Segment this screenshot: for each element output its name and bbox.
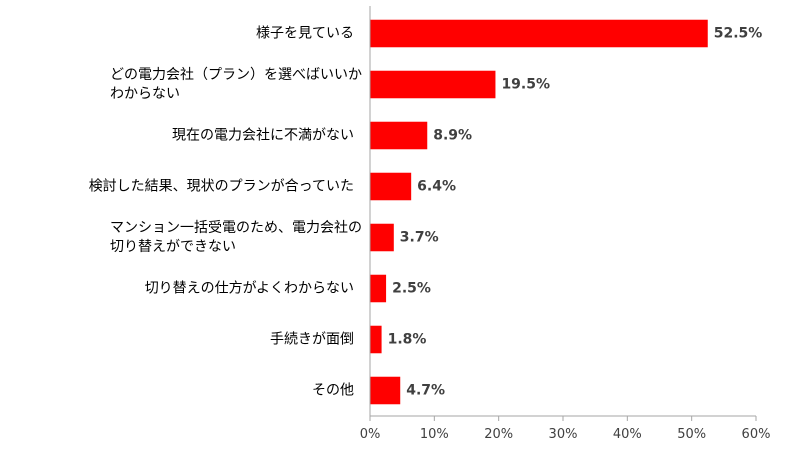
bar-7 [370, 325, 382, 354]
category-label-1: 様子を見ている [256, 26, 354, 42]
category-label-5-line-1: マンション一括受電のため、電力会社の [110, 220, 362, 236]
bar-8 [370, 376, 401, 405]
labels-layer: 52.5% 様子を見ている 19.5% どの電力会社（プラン）を選べばいいかわからない… [89, 26, 771, 443]
category-label-7-line-1: 手続きが面倒 [270, 331, 354, 348]
x-tick-label-6: 60% [742, 427, 771, 442]
category-label-8-line-1: その他 [312, 383, 354, 399]
axis-layer [369, 6, 757, 421]
data-label-6: 2.5% [392, 281, 431, 297]
category-label-4-line-1: 検討した結果、現状のプランが合っていた [89, 179, 354, 195]
data-label-1: 52.5% [714, 26, 763, 42]
category-label-6: 切り替えの仕方がよくわからない [145, 281, 354, 297]
data-label-2: 19.5% [501, 77, 550, 93]
bar-1 [370, 19, 708, 48]
data-label-5: 3.7% [400, 230, 439, 246]
category-label-5: マンション一括受電のため、電力会社の切り替えができない [110, 220, 362, 255]
category-label-5-line-2: 切り替えができない [110, 239, 236, 255]
category-label-1-line-1: 様子を見ている [256, 26, 354, 42]
data-label-4: 6.4% [417, 179, 456, 195]
x-tick-label-2: 20% [484, 427, 513, 442]
x-tick-label-3: 30% [549, 427, 578, 442]
x-tick-label-4: 40% [613, 427, 642, 442]
bar-5 [370, 223, 394, 252]
category-label-3: 現在の電力会社に不満がない [172, 128, 354, 144]
category-label-4: 検討した結果、現状のプランが合っていた [89, 179, 354, 195]
bars-layer [370, 19, 708, 405]
x-tick-label-1: 10% [420, 427, 449, 442]
category-label-2: どの電力会社（プラン）を選べばいいかわからない [110, 67, 362, 102]
category-label-2-line-1: どの電力会社（プラン）を選べばいいか [110, 67, 362, 83]
category-label-7: 手続きが面倒 [270, 331, 354, 348]
bar-2 [370, 70, 496, 99]
category-label-2-line-2: わからない [110, 86, 180, 102]
bar-4 [370, 172, 412, 201]
category-label-8: その他 [312, 383, 354, 399]
data-label-3: 8.9% [433, 128, 472, 144]
bar-3 [370, 121, 428, 150]
data-label-8: 4.7% [406, 383, 445, 399]
bar-6 [370, 274, 387, 303]
x-tick-label-0: 0% [360, 427, 381, 442]
category-label-3-line-1: 現在の電力会社に不満がない [172, 128, 354, 144]
category-label-6-line-1: 切り替えの仕方がよくわからない [145, 281, 354, 297]
data-label-7: 1.8% [388, 332, 427, 348]
x-tick-label-5: 50% [677, 427, 706, 442]
